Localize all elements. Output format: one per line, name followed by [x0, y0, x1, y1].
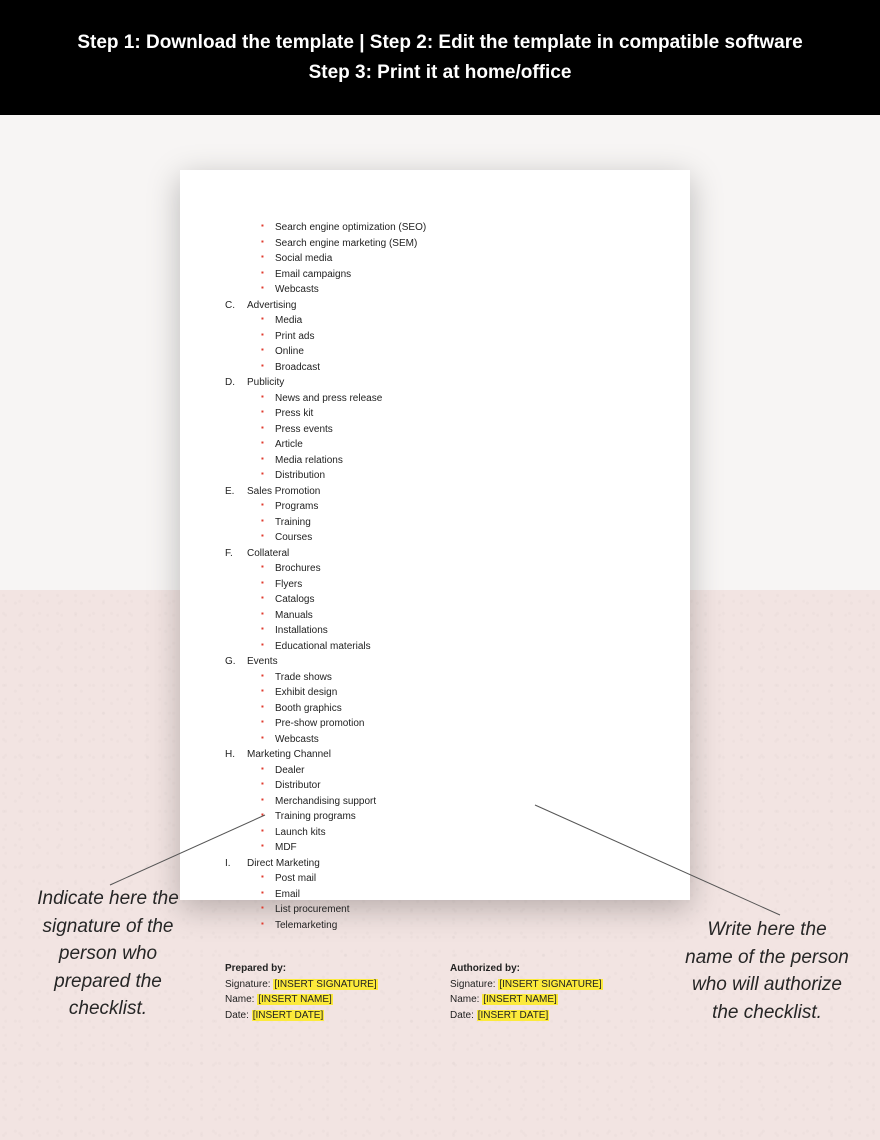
prepared-date-value: [INSERT DATE] [252, 1010, 325, 1021]
list-item: Pre-show promotion [261, 716, 645, 732]
list-item: Manuals [261, 608, 645, 624]
list-item: MDF [261, 840, 645, 856]
list-item: Trade shows [261, 670, 645, 686]
section-heading: C. Advertising [225, 298, 645, 314]
section-bullet-list: DealerDistributorMerchandising supportTr… [261, 763, 645, 856]
section-letter: C. [225, 298, 235, 314]
list-item: Press kit [261, 406, 645, 422]
section-bullet-list: News and press releasePress kitPress eve… [261, 391, 645, 484]
list-item: Post mail [261, 871, 645, 887]
section-title: Events [247, 656, 278, 667]
section-letter: D. [225, 375, 235, 391]
prepared-name-value: [INSERT NAME] [257, 994, 333, 1005]
list-item: Webcasts [261, 282, 645, 298]
authorized-sig-label: Signature: [450, 979, 498, 990]
section-title: Direct Marketing [247, 858, 320, 869]
prepared-signature-line: Signature: [INSERT SIGNATURE] [225, 977, 420, 993]
list-item: Distributor [261, 778, 645, 794]
list-item: Flyers [261, 577, 645, 593]
prepared-sig-label: Signature: [225, 979, 273, 990]
list-item: Print ads [261, 329, 645, 345]
authorized-name-value: [INSERT NAME] [482, 994, 558, 1005]
section-bullet-list: Post mailEmailList procurementTelemarket… [261, 871, 645, 933]
header-line-1: Step 1: Download the template | Step 2: … [20, 28, 860, 58]
authorized-date-line: Date: [INSERT DATE] [450, 1008, 645, 1024]
section-heading: I. Direct Marketing [225, 856, 645, 872]
prepared-heading: Prepared by: [225, 961, 420, 977]
list-item: News and press release [261, 391, 645, 407]
authorized-by-block: Authorized by: Signature: [INSERT SIGNAT… [450, 961, 645, 1023]
list-item: Broadcast [261, 360, 645, 376]
list-item: Search engine optimization (SEO) [261, 220, 645, 236]
section-letter: G. [225, 654, 236, 670]
authorized-heading: Authorized by: [450, 961, 645, 977]
list-item: Dealer [261, 763, 645, 779]
section-heading: D. Publicity [225, 375, 645, 391]
section-title: Collateral [247, 548, 289, 559]
top-bullet-list: Search engine optimization (SEO)Search e… [261, 220, 645, 298]
prepared-sig-value: [INSERT SIGNATURE] [273, 979, 377, 990]
section-letter: E. [225, 484, 234, 500]
list-item: Brochures [261, 561, 645, 577]
list-item: Programs [261, 499, 645, 515]
list-item: Telemarketing [261, 918, 645, 934]
authorized-sig-value: [INSERT SIGNATURE] [498, 979, 602, 990]
prepared-name-line: Name: [INSERT NAME] [225, 992, 420, 1008]
list-item: Installations [261, 623, 645, 639]
sections-container: C. Advertising MediaPrint adsOnlineBroadca… [225, 298, 645, 934]
section-title: Advertising [247, 300, 296, 311]
list-item: Search engine marketing (SEM) [261, 236, 645, 252]
list-item: Social media [261, 251, 645, 267]
document-page: Search engine optimization (SEO)Search e… [180, 170, 690, 900]
authorized-date-value: [INSERT DATE] [477, 1010, 550, 1021]
instruction-header: Step 1: Download the template | Step 2: … [0, 0, 880, 117]
section-letter: H. [225, 747, 235, 763]
list-item: Article [261, 437, 645, 453]
section-bullet-list: MediaPrint adsOnlineBroadcast [261, 313, 645, 375]
list-item: Catalogs [261, 592, 645, 608]
prepared-by-block: Prepared by: Signature: [INSERT SIGNATUR… [225, 961, 420, 1023]
authorized-signature-line: Signature: [INSERT SIGNATURE] [450, 977, 645, 993]
signature-row: Prepared by: Signature: [INSERT SIGNATUR… [225, 961, 645, 1023]
section-heading: H. Marketing Channel [225, 747, 645, 763]
callout-left: Indicate here the signature of the perso… [28, 885, 188, 1023]
list-item: Training [261, 515, 645, 531]
list-item: Training programs [261, 809, 645, 825]
list-item: Media [261, 313, 645, 329]
authorized-name-line: Name: [INSERT NAME] [450, 992, 645, 1008]
header-line-2: Step 3: Print it at home/office [20, 58, 860, 88]
authorized-name-label: Name: [450, 994, 482, 1005]
callout-right: Write here the name of the person who wi… [682, 916, 852, 1026]
section-bullet-list: ProgramsTrainingCourses [261, 499, 645, 546]
section-title: Publicity [247, 377, 284, 388]
list-item: Media relations [261, 453, 645, 469]
section-heading: F. Collateral [225, 546, 645, 562]
section-bullet-list: BrochuresFlyersCatalogsManualsInstallati… [261, 561, 645, 654]
prepared-date-label: Date: [225, 1010, 252, 1021]
list-item: Email campaigns [261, 267, 645, 283]
section-letter: I. [225, 856, 231, 872]
prepared-name-label: Name: [225, 994, 257, 1005]
list-item: Booth graphics [261, 701, 645, 717]
section-heading: E. Sales Promotion [225, 484, 645, 500]
list-item: Online [261, 344, 645, 360]
section-letter: F. [225, 546, 233, 562]
list-item: Distribution [261, 468, 645, 484]
authorized-date-label: Date: [450, 1010, 477, 1021]
list-item: List procurement [261, 902, 645, 918]
list-item: Launch kits [261, 825, 645, 841]
section-heading: G. Events [225, 654, 645, 670]
section-title: Sales Promotion [247, 486, 320, 497]
prepared-date-line: Date: [INSERT DATE] [225, 1008, 420, 1024]
list-item: Press events [261, 422, 645, 438]
list-item: Educational materials [261, 639, 645, 655]
list-item: Email [261, 887, 645, 903]
list-item: Exhibit design [261, 685, 645, 701]
section-title: Marketing Channel [247, 749, 331, 760]
section-bullet-list: Trade showsExhibit designBooth graphicsP… [261, 670, 645, 748]
list-item: Webcasts [261, 732, 645, 748]
list-item: Courses [261, 530, 645, 546]
list-item: Merchandising support [261, 794, 645, 810]
